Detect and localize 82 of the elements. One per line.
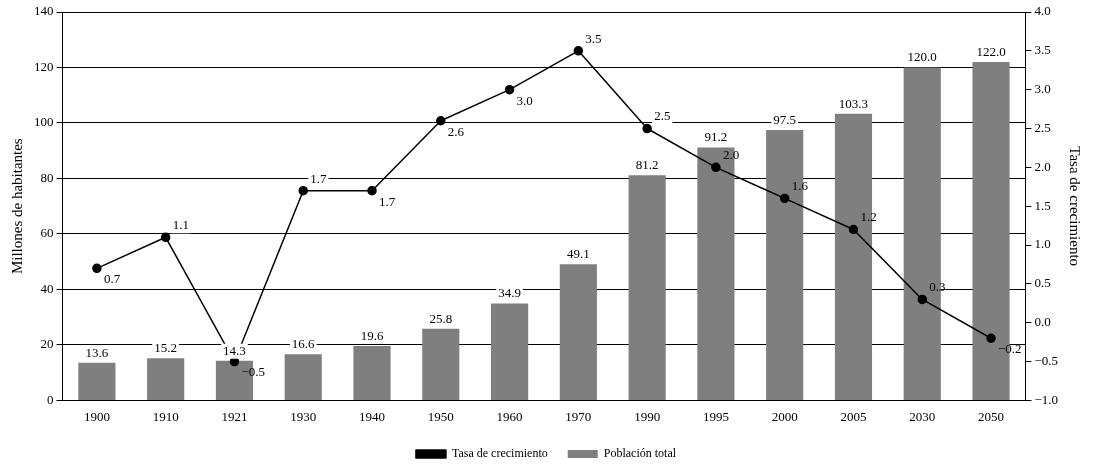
y2-tick-label: 2.5 <box>1034 119 1051 135</box>
data-label: 15.2 <box>154 340 178 356</box>
bar <box>147 358 185 400</box>
data-label: 91.2 <box>704 129 728 145</box>
data-label: 2.5 <box>654 108 671 124</box>
data-label: 14.3 <box>223 342 246 358</box>
y2-tick-label: 0.5 <box>1034 275 1051 291</box>
x-tick-label: 1921 <box>221 408 248 424</box>
y-axis-title: Millones de habitantes <box>8 138 25 275</box>
bar <box>491 303 529 400</box>
data-label: 19.6 <box>360 327 384 343</box>
data-label: 3.0 <box>516 92 533 108</box>
data-label: 1.7 <box>310 170 327 186</box>
x-tick-label: 2030 <box>909 408 936 424</box>
point <box>642 123 652 134</box>
y-tick-label: 80 <box>40 169 54 185</box>
y2-tick-label: 3.0 <box>1034 81 1051 97</box>
y2-tick-label: 3.5 <box>1034 42 1051 58</box>
bar <box>628 175 666 400</box>
x-tick-label: 1910 <box>152 408 179 424</box>
data-label: 81.2 <box>635 157 659 173</box>
bar <box>284 354 322 400</box>
point <box>779 193 790 204</box>
data-label: 97.5 <box>773 111 797 127</box>
bar <box>353 346 391 400</box>
y2-axis-title: Tasa de crecimiento <box>1067 146 1084 267</box>
x-tick-label: 1990 <box>634 408 661 424</box>
data-label: 1.1 <box>172 217 189 233</box>
y2-tick-label: 1.5 <box>1034 197 1051 213</box>
data-label: 16.6 <box>291 336 316 352</box>
y-tick-label: 40 <box>40 280 54 296</box>
data-label: 25.8 <box>429 310 453 326</box>
x-tick-label: 1900 <box>83 408 110 424</box>
data-label: 2.6 <box>447 123 465 139</box>
point <box>367 185 377 196</box>
data-label: 0.7 <box>103 271 121 287</box>
point <box>711 162 721 173</box>
x-tick-label: 2000 <box>771 408 798 424</box>
point <box>573 46 584 56</box>
data-label: 49.1 <box>566 246 590 262</box>
point <box>92 263 102 274</box>
point <box>160 232 171 243</box>
data-label: −0.5 <box>241 364 266 380</box>
y2-tick-label: 2.0 <box>1034 158 1051 174</box>
data-label: 3.5 <box>585 30 602 46</box>
y2-tick-label: −1.0 <box>1034 391 1059 407</box>
legend-label: Tasa de crecimiento <box>451 446 548 461</box>
x-tick-label: 1950 <box>427 408 454 424</box>
x-tick-label: 1960 <box>496 408 523 424</box>
y-tick-label: 100 <box>34 114 54 130</box>
point <box>917 294 927 305</box>
x-tick-label: 2050 <box>978 408 1005 424</box>
point <box>504 84 515 95</box>
y2-tick-label: −0.5 <box>1034 352 1059 368</box>
y-tick-label: 60 <box>40 225 54 241</box>
x-tick-label: 1940 <box>359 408 386 424</box>
x-tick-label: 1930 <box>290 408 317 424</box>
point <box>986 333 996 344</box>
y2-tick-label: 0.0 <box>1034 314 1051 330</box>
y2-tick-label: 4.0 <box>1034 3 1051 19</box>
data-label: 122.0 <box>976 43 1006 59</box>
data-label: 120.0 <box>907 49 937 65</box>
data-label: 103.3 <box>838 95 869 111</box>
point <box>298 185 308 196</box>
data-label: 13.6 <box>85 344 109 360</box>
bar <box>559 264 597 400</box>
y-tick-label: 140 <box>34 3 54 19</box>
legend-label: Población total <box>603 446 677 461</box>
y-tick-label: 20 <box>40 336 54 352</box>
data-label: 1.7 <box>379 193 396 209</box>
y2-tick-label: 1.0 <box>1034 236 1051 252</box>
point <box>436 116 446 126</box>
bar <box>422 328 460 400</box>
x-tick-label: 1995 <box>702 408 729 424</box>
data-label: 34.9 <box>498 285 521 301</box>
bar <box>78 362 116 400</box>
data-label: −0.2 <box>998 341 1022 357</box>
y-tick-label: 0 <box>47 391 54 407</box>
point <box>848 224 859 235</box>
x-tick-label: 2005 <box>840 408 867 424</box>
y-tick-label: 120 <box>34 58 54 74</box>
x-tick-label: 1970 <box>565 408 592 424</box>
